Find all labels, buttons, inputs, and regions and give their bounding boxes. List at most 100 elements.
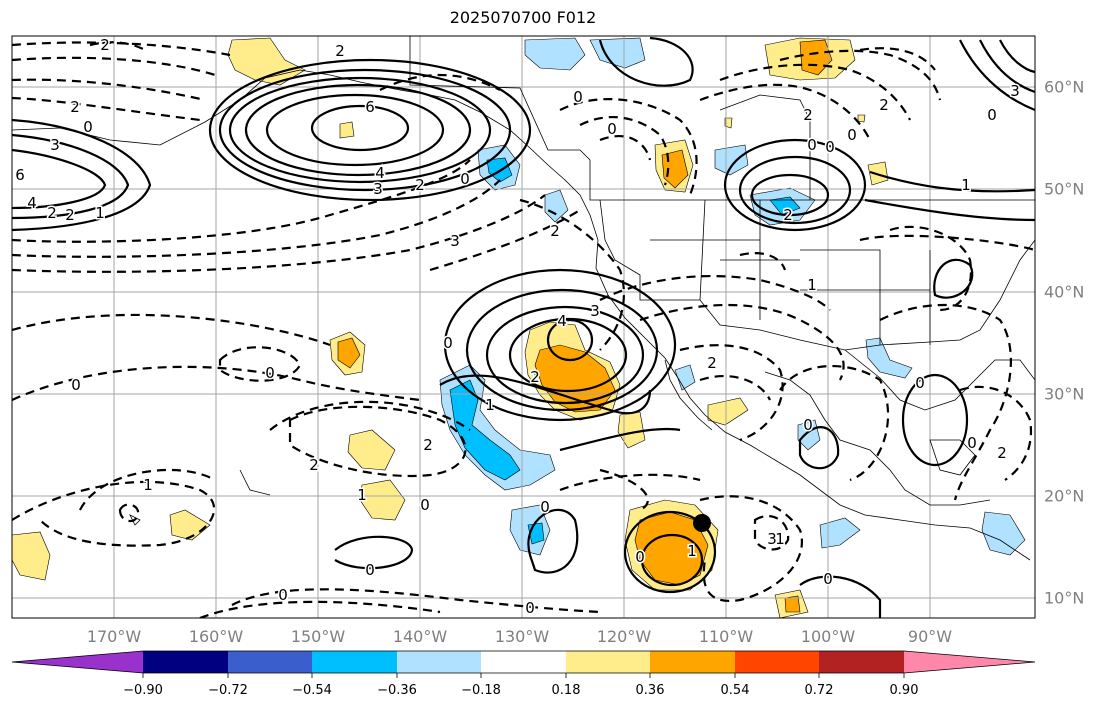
- colorbar-segment: [735, 651, 819, 673]
- contour-label: 2: [309, 456, 319, 474]
- contour-label: 2: [879, 96, 889, 114]
- colorbar-tick-label: −0.90: [123, 683, 163, 698]
- contour-label: 0: [525, 599, 535, 617]
- colorbar-tick-label: −0.36: [377, 683, 417, 698]
- contour-label: 2: [707, 354, 717, 372]
- contour-label: 6: [365, 98, 375, 116]
- contour-label: 1: [357, 486, 367, 504]
- contour-label: 2: [47, 204, 57, 222]
- colorbar-extend-right: [904, 651, 1035, 673]
- contour-label: 2: [530, 368, 540, 386]
- contour-label: 3: [50, 136, 60, 154]
- contour-label: 0: [825, 138, 835, 156]
- contour-label: 0: [915, 374, 925, 392]
- contour-label: 3: [373, 180, 383, 198]
- colorbar-tick-label: 0.18: [551, 683, 581, 698]
- contour-label: 4: [557, 312, 567, 330]
- colorbar-tick-label: 0.54: [720, 683, 750, 698]
- lon-label: 120°W: [596, 627, 652, 646]
- contour-label: 2: [783, 206, 793, 224]
- contour-label: 0: [83, 118, 93, 136]
- contour-label: 2: [415, 176, 425, 194]
- contour-label: 1: [775, 530, 785, 548]
- negative-contours: [12, 41, 1035, 618]
- colorbar-tick-label: −0.72: [208, 683, 248, 698]
- contour-label: 0: [847, 126, 857, 144]
- lon-label: 170°W: [86, 627, 142, 646]
- contour-label: 6: [15, 166, 25, 184]
- colorbar-segment: [566, 651, 650, 673]
- contour-label: 1: [530, 368, 540, 386]
- contour-label: 2: [997, 444, 1007, 462]
- contour-label: 3: [450, 232, 460, 250]
- lat-label: 10°N: [1044, 588, 1085, 608]
- contour-labels: 2 2 2 6 4 3 2 0 0 3 2 2 1 6 4 3 0 0 0 2 …: [14, 35, 1022, 619]
- map-title: 2025070700 F012: [449, 8, 597, 27]
- contour-label: 2: [803, 106, 813, 124]
- contour-label: 1: [807, 276, 817, 294]
- colorbar-segment: [481, 651, 566, 673]
- contour-label: 0: [807, 136, 817, 154]
- contour-label: 2: [65, 206, 75, 224]
- contour-label: 2: [100, 36, 110, 54]
- contour-label: 3: [767, 530, 777, 548]
- lon-label: 100°W: [800, 627, 856, 646]
- contour-label: 0: [823, 570, 833, 588]
- lat-label: 60°N: [1044, 77, 1085, 97]
- contour-label: 0: [967, 434, 977, 452]
- contour-label: 0: [265, 364, 275, 382]
- contour-label: 0: [443, 334, 453, 352]
- colorbar-segment: [312, 651, 397, 673]
- colorbar-segment: [819, 651, 904, 673]
- lon-label: 160°W: [188, 627, 244, 646]
- contour-label: 2: [70, 98, 80, 116]
- contour-label: 0: [803, 416, 813, 434]
- lon-label: 130°W: [494, 627, 550, 646]
- contour-label: 0: [365, 561, 375, 579]
- colorbar-tick-label: −0.54: [292, 683, 332, 698]
- contour-label: 4: [375, 164, 385, 182]
- contour-label: 0: [987, 106, 997, 124]
- contour-label: 0: [573, 88, 583, 106]
- contour-label: 2: [423, 436, 433, 454]
- contour-label: 2: [335, 42, 345, 60]
- contour-label: 0: [540, 498, 550, 516]
- lon-label: 150°W: [290, 627, 346, 646]
- contour-label: 1: [95, 204, 105, 222]
- contour-label: 1: [143, 476, 153, 494]
- colorbar-segment: [650, 651, 735, 673]
- contour-label: 3: [1010, 82, 1020, 100]
- contour-label: 3: [590, 302, 600, 320]
- lon-label: 140°W: [392, 627, 448, 646]
- contour-label: 0: [278, 586, 288, 604]
- lat-label: 30°N: [1044, 384, 1085, 404]
- map-frame: [11, 35, 1036, 619]
- lon-label: 90°W: [907, 627, 953, 646]
- contour-label: 1: [687, 542, 697, 560]
- contour-label: 1: [961, 176, 971, 194]
- colorbar-segment: [397, 651, 481, 673]
- colorbar-tick-label: 0.72: [804, 683, 834, 698]
- location-marker: [693, 514, 711, 532]
- colorbar: [11, 650, 1036, 678]
- lat-label: 20°N: [1044, 486, 1085, 506]
- contour-label: 2: [550, 222, 560, 240]
- lon-label: 110°W: [698, 627, 754, 646]
- contour-label: 1: [485, 396, 495, 414]
- contour-label: 0: [607, 120, 617, 138]
- shaded-fields: [12, 37, 1026, 618]
- contour-label: 0: [420, 496, 430, 514]
- lat-label: 40°N: [1044, 282, 1085, 302]
- contour-label: 4: [27, 194, 37, 212]
- colorbar-tick-label: 0.36: [635, 683, 665, 698]
- colorbar-tick-label: −0.18: [461, 683, 501, 698]
- colorbar-tick-label: 0.90: [889, 683, 919, 698]
- contour-label: 0: [635, 548, 645, 566]
- contour-label: 0: [71, 376, 81, 394]
- colorbar-extend-left: [12, 651, 143, 673]
- colorbar-segment: [228, 651, 312, 673]
- colorbar-segment: [143, 651, 228, 673]
- lat-label: 50°N: [1044, 179, 1085, 199]
- contour-label: 0: [460, 170, 470, 188]
